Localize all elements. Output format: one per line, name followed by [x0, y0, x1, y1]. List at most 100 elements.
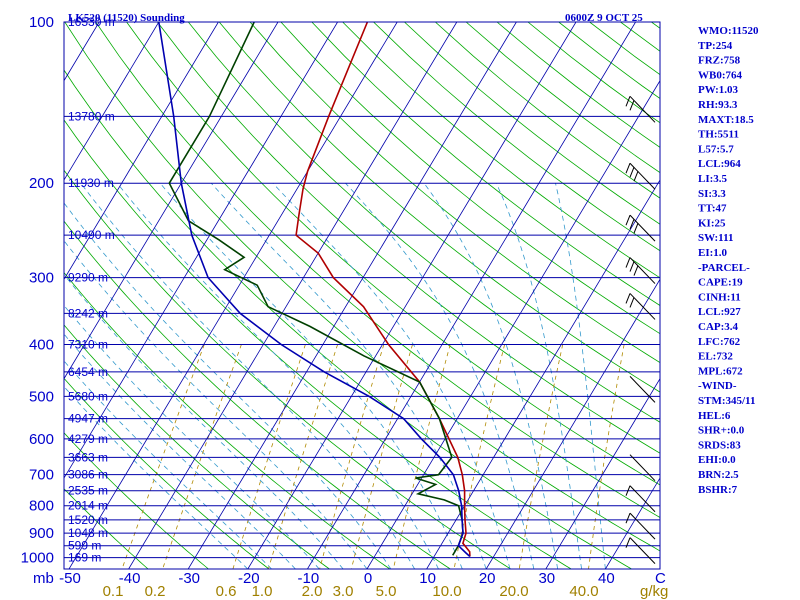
wind-barb [625, 485, 656, 513]
pressure-tick-label: 800 [29, 498, 54, 515]
mixing-ratio-line [392, 344, 451, 569]
height-label: 6454 m [68, 365, 108, 379]
mixing-ratio-line [518, 344, 564, 569]
pressure-unit-label: mb [33, 570, 54, 587]
wind-barb [625, 537, 656, 564]
index-entry: WMO:11520 [698, 25, 759, 37]
temperature-tick-label: -20 [238, 570, 260, 587]
index-entry: -WIND- [698, 380, 737, 392]
height-label: 4947 m [68, 412, 108, 426]
height-label: 7310 m [68, 337, 108, 351]
height-label: 13780 m [68, 109, 115, 123]
profile-curves [158, 22, 471, 558]
height-label: 11930 m [68, 176, 114, 190]
moist-adiabat [272, 182, 511, 569]
index-entry: CINH:11 [698, 291, 741, 303]
index-entry: LFC:762 [698, 336, 741, 348]
wind-barb-feather [629, 167, 635, 178]
wind-barb-feather [629, 218, 635, 230]
height-label: 169 m [68, 551, 101, 565]
isotherm-line [64, 22, 219, 281]
isotherm-line [68, 22, 398, 569]
wind-barb [625, 257, 656, 284]
index-entry: SW:111 [698, 232, 733, 244]
mixing-ratio-line [121, 344, 205, 569]
index-entry: TP:254 [698, 40, 733, 52]
moist-adiabat [80, 182, 416, 569]
index-entry: FRZ:758 [698, 55, 741, 67]
isotherm-line [545, 377, 660, 569]
pressure-tick-label: 1000 [21, 550, 54, 567]
index-entry: EL:732 [698, 351, 733, 363]
mixing-ratio-line [232, 344, 306, 569]
mixing-ratio-tick-label: 10.0 [432, 583, 461, 600]
index-entry: SHR+:0.0 [698, 425, 745, 437]
wind-barb-staff [629, 454, 656, 482]
wind-barb-feather [629, 100, 635, 111]
index-entry: RH:93.3 [698, 99, 738, 111]
pressure-tick-label: 200 [29, 175, 54, 192]
pressure-tick-label: 400 [29, 336, 54, 353]
temperature-tick-label: -10 [298, 570, 320, 587]
plot-frame [63, 21, 661, 570]
wind-barb-staff [629, 485, 656, 513]
temperature-tick-label: 30 [538, 570, 555, 587]
temperature-tick-label: -50 [59, 570, 81, 587]
height-label: 10490 m [68, 228, 115, 242]
index-entry: LI:3.5 [698, 173, 728, 185]
wind-barb [625, 293, 656, 320]
wind-barb-feather [625, 163, 631, 174]
isotherm-line [64, 22, 160, 181]
dry-adiabat [342, 22, 660, 279]
mixing-ratio-tick-label: 3.0 [333, 583, 354, 600]
mixing-ratio-line [588, 344, 625, 569]
isotherm-line [128, 22, 458, 569]
height-label: 599 m [68, 539, 101, 553]
height-label: 5680 m [68, 389, 108, 403]
moist-adiabat [159, 182, 463, 569]
isotherm-line [307, 22, 636, 569]
height-label: 3086 m [68, 468, 108, 482]
height-label: 3663 m [68, 450, 108, 464]
wind-barb-feather [625, 214, 631, 226]
moist-adiabat [555, 183, 606, 569]
index-entry: HEL:6 [698, 410, 731, 422]
moist-adiabat [64, 274, 344, 569]
dry-adiabat [95, 22, 660, 518]
isotherm-line [64, 22, 279, 380]
height-label: 2014 m [68, 499, 108, 513]
index-entry: BSHR:7 [698, 484, 738, 496]
wind-barb [625, 512, 656, 540]
wind-barb-feather [633, 222, 639, 234]
pressure-tick-label: 300 [29, 270, 54, 287]
wind-barb-feather [625, 293, 631, 304]
index-entry: KI:25 [698, 217, 726, 229]
index-entry: MPL:672 [698, 365, 743, 377]
dry-adiabat [64, 432, 209, 569]
wind-barbs [625, 95, 656, 564]
moist-adiabat [116, 182, 439, 569]
chart-title: LK520 (11520) Sounding [68, 12, 185, 24]
index-entry: STM:345/11 [698, 395, 755, 407]
wind-barb-feather [633, 265, 639, 276]
wind-barb-staff [629, 537, 656, 564]
pressure-tick-label: 700 [29, 467, 54, 484]
dry-adiabat [218, 22, 660, 393]
isotherm-line [426, 179, 660, 569]
index-entry: -PARCEL- [698, 262, 750, 274]
temperature-tick-label: 10 [419, 570, 436, 587]
index-entry: LCL:927 [698, 306, 741, 318]
moist-adiabat [496, 183, 582, 569]
mixing-ratio-tick-label: 0.6 [216, 583, 237, 600]
dry-adiabat [64, 119, 572, 569]
index-entry: CAPE:19 [698, 277, 743, 289]
mixing-ratio-tick-label: 0.1 [103, 583, 124, 600]
index-entry: SRDS:83 [698, 439, 741, 451]
mixing-ratio-tick-label: 40.0 [569, 583, 598, 600]
dewpoint-curve [168, 22, 464, 556]
wind-barb-staff [629, 512, 656, 540]
indices-panel: WMO:11520 TP:254 FRZ:758 WB0:764 PW:1.03 RH:9… [698, 25, 759, 496]
height-label: 2535 m [68, 484, 108, 498]
index-entry: EI:1.0 [698, 247, 728, 259]
